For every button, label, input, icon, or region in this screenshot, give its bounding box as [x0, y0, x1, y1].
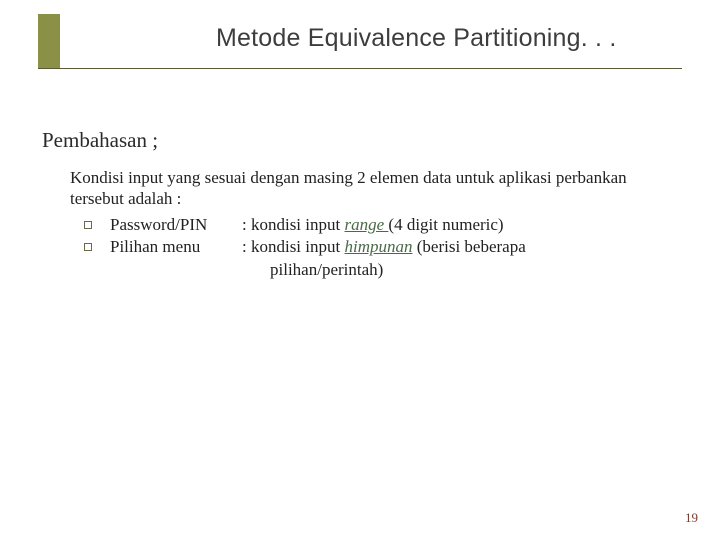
- intro-text: Kondisi input yang sesuai dengan masing …: [70, 167, 680, 210]
- item-emph: himpunan: [344, 237, 412, 256]
- square-bullet-icon: [84, 221, 92, 229]
- item-continuation: pilihan/perintah): [84, 259, 680, 282]
- item-label: Password/PIN: [110, 214, 242, 237]
- item-prefix: : kondisi input: [242, 237, 344, 256]
- item-prefix: : kondisi input: [242, 215, 344, 234]
- list-item: Pilihan menu : kondisi input himpunan (b…: [84, 236, 680, 259]
- accent-bar: [38, 14, 60, 68]
- item-value: : kondisi input himpunan (berisi beberap…: [242, 236, 680, 259]
- square-bullet-icon: [84, 243, 92, 251]
- page-number: 19: [685, 510, 698, 526]
- title-underline: [38, 68, 682, 69]
- content-area: Pembahasan ; Kondisi input yang sesuai d…: [42, 128, 680, 282]
- item-emph: range: [344, 215, 388, 234]
- section-heading: Pembahasan ;: [42, 128, 680, 153]
- item-value: : kondisi input range (4 digit numeric): [242, 214, 680, 237]
- slide-title: Metode Equivalence Partitioning. . .: [216, 24, 617, 53]
- item-suffix: (4 digit numeric): [388, 215, 503, 234]
- list-item: Password/PIN : kondisi input range (4 di…: [84, 214, 680, 237]
- item-label: Pilihan menu: [110, 236, 242, 259]
- item-suffix: (berisi beberapa: [412, 237, 525, 256]
